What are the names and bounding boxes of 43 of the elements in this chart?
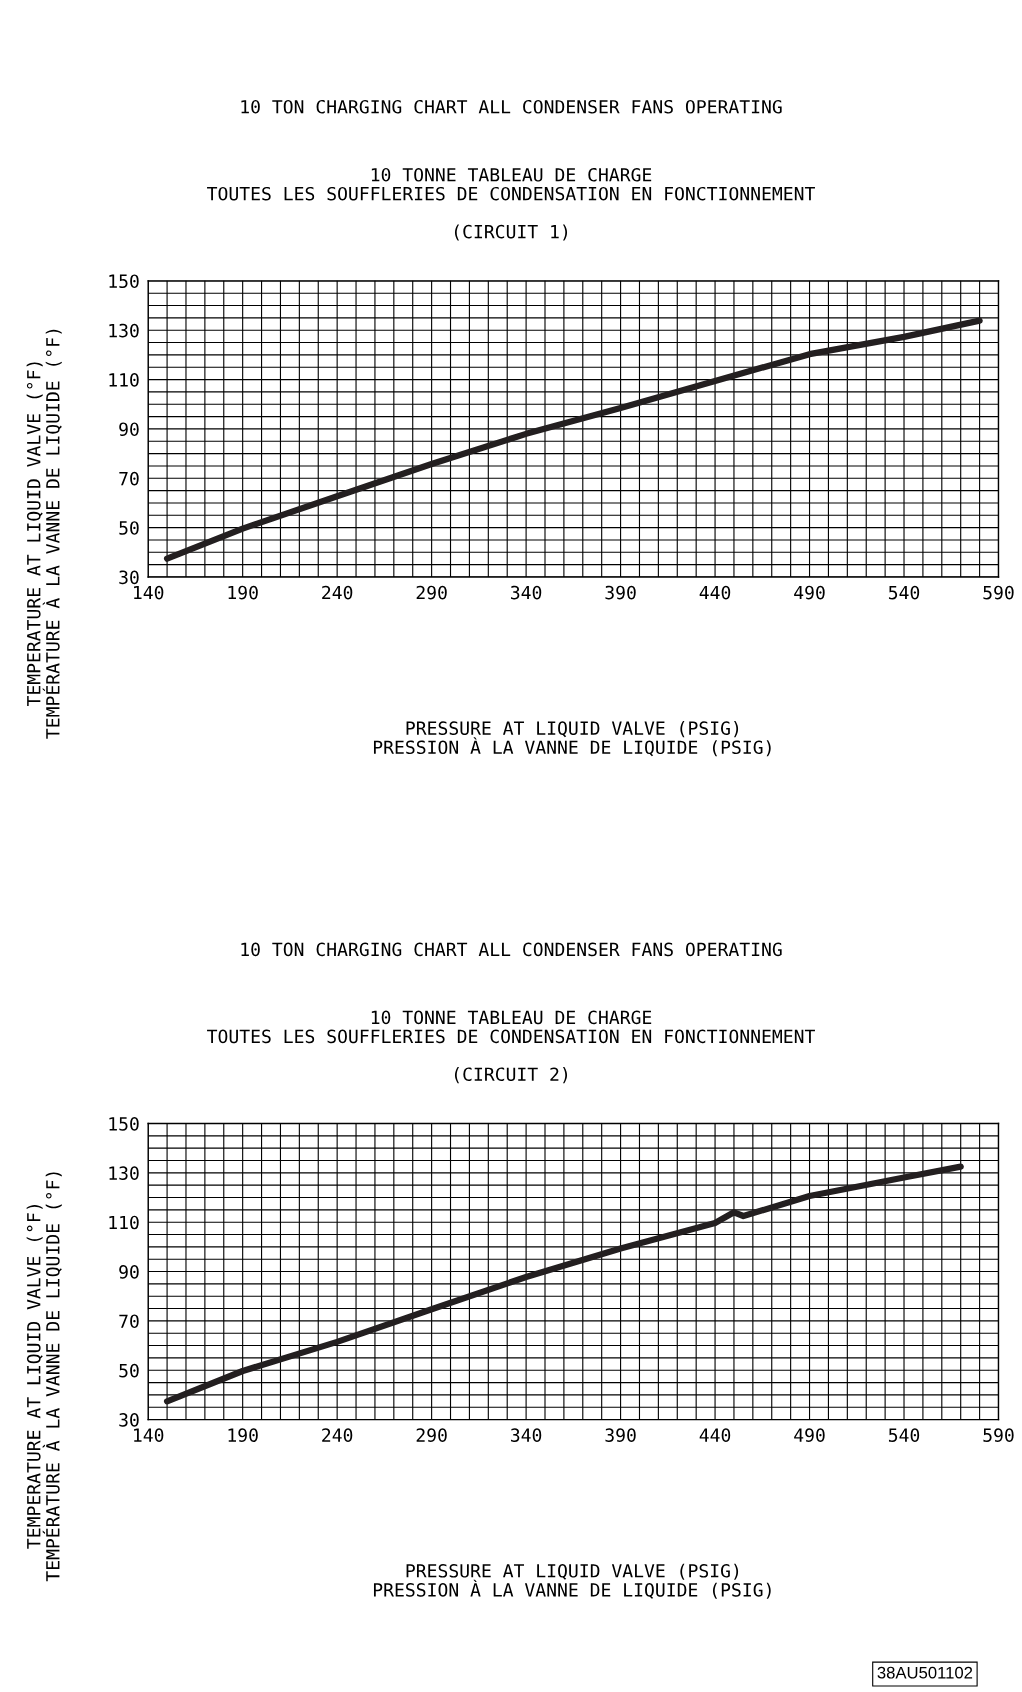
x-tick-label: 340 (511, 585, 542, 600)
x-tick-label: 490 (794, 1428, 825, 1442)
text: 10 TONNE TABLEAU DE CHARGE TOUTES LES SOUFFLERIES DE CONDENSATION EN FONCTIONNEMENT (CIRCUIT 1) (207, 167, 815, 241)
x-tick-label: 240 (322, 1428, 353, 1442)
x-tick-label: 240 (322, 585, 353, 600)
x-tick-label: 440 (699, 1428, 731, 1442)
y-tick-label: 110 (109, 373, 139, 387)
x-tick-label: 540 (888, 585, 920, 600)
y-tick-label: 150 (109, 274, 139, 289)
text: 38AU501102 (877, 1666, 973, 1679)
y-tick-label: 70 (119, 471, 139, 486)
x-tick-label: 490 (794, 585, 825, 600)
y-tick-label: 90 (119, 422, 139, 437)
y-tick-label: 130 (109, 323, 139, 338)
y-tick-label: 90 (119, 1265, 139, 1279)
text: 10 TONNE TABLEAU DE CHARGE TOUTES LES SOUFFLERIES DE CONDENSATION EN FONCTIONNEMENT (CIRCUIT 2) (207, 1010, 815, 1084)
y-tick-label: 30 (119, 570, 139, 585)
x-tick-label: 440 (699, 585, 731, 600)
y-tick-label: 70 (119, 1314, 139, 1329)
chart-title: 10 TON CHARGING CHART ALL CONDENSER FANS OPERATING (241, 99, 782, 114)
y-tick-label: 130 (109, 1166, 139, 1180)
x-tick-label: 290 (416, 585, 447, 600)
x-tick-label: 540 (888, 1428, 920, 1442)
x-tick-label: 390 (605, 585, 636, 600)
chart-title: 10 TON CHARGING CHART ALL CONDENSER FANS OPERATING (241, 942, 782, 957)
x-tick-label: 590 (983, 1428, 1014, 1442)
y-tick-label: 30 (119, 1413, 139, 1427)
x-tick-label: 340 (511, 1428, 542, 1442)
y-axis-title: TEMPERATURE AT LIQUID VALVE (°F) TEMPÉRATURE À LA VANNE DE LIQUIDE (°F) (26, 1172, 62, 1582)
x-axis-title: PRESSURE AT LIQUID VALVE (PSIG) PRESSION À LA VANNE DE LIQUIDE (PSIG) (373, 1563, 771, 1599)
y-tick-label: 150 (109, 1117, 139, 1131)
x-tick-label: 140 (134, 1428, 164, 1442)
y-tick-label: 110 (109, 1215, 139, 1230)
x-axis-title: PRESSURE AT LIQUID VALVE (PSIG) PRESSION À LA VANNE DE LIQUIDE (PSIG) (373, 721, 771, 757)
x-tick-label: 140 (134, 585, 164, 600)
x-tick-label: 590 (983, 585, 1014, 600)
x-tick-label: 390 (605, 1428, 636, 1442)
x-tick-label: 190 (228, 1428, 258, 1442)
y-tick-label: 50 (119, 521, 139, 535)
x-tick-label: 190 (228, 585, 258, 600)
y-tick-label: 50 (119, 1363, 139, 1378)
x-tick-label: 290 (416, 1428, 447, 1442)
y-axis-title: TEMPERATURE AT LIQUID VALVE (°F) TEMPÉRATURE À LA VANNE DE LIQUIDE (°F) (26, 329, 62, 739)
